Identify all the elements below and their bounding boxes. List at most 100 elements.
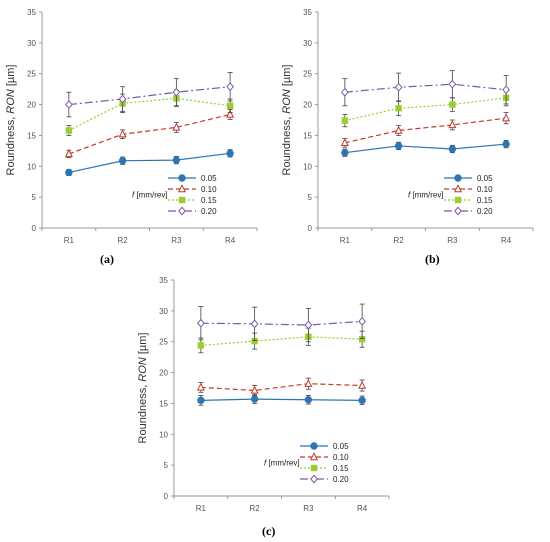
x-tick-label: R4 <box>357 504 368 513</box>
legend-marker <box>177 184 187 193</box>
x-tick-label: R1 <box>340 236 351 245</box>
legend-title-unit: [mm/rev] <box>410 191 443 200</box>
y-axis-label-symbol: RON <box>281 89 293 114</box>
legend-marker <box>310 442 318 450</box>
series-line <box>344 83 507 93</box>
y-axis-label-prefix: Roundness, <box>5 114 17 176</box>
data-point <box>118 157 127 165</box>
y-axis-label-symbol: RON <box>137 357 149 382</box>
legend-marker <box>310 474 318 484</box>
data-point <box>304 320 313 330</box>
legend: 0.05 0.10 0.15 0.20 <box>300 442 349 484</box>
data-point <box>341 117 349 124</box>
y-tick-label: 15 <box>303 131 312 140</box>
legend-label: 0.10 <box>201 185 217 194</box>
series-0.15 <box>341 89 510 128</box>
legend-label: 0.10 <box>333 453 349 462</box>
data-point <box>449 101 456 108</box>
data-point <box>65 127 73 134</box>
data-point <box>304 396 313 404</box>
series-0.05 <box>197 394 366 406</box>
data-point <box>448 120 457 129</box>
series-line <box>344 117 507 144</box>
y-tick-label: 5 <box>164 461 169 470</box>
y-tick-label: 35 <box>303 8 312 17</box>
data-point <box>226 149 234 158</box>
series-line <box>68 86 231 106</box>
legend-title: f [mm/rev] <box>132 191 168 200</box>
y-tick-label: 5 <box>32 193 37 202</box>
data-point <box>502 113 511 122</box>
series-0.10 <box>196 377 367 396</box>
chart-b-caption: (b) <box>425 252 440 266</box>
legend-marker <box>310 464 318 472</box>
x-tick-label: R2 <box>394 236 405 245</box>
data-point <box>340 138 349 147</box>
y-tick-label: 30 <box>159 307 168 316</box>
x-tick-label: R4 <box>501 236 512 245</box>
y-tick-label: 0 <box>308 224 313 233</box>
legend-label: 0.20 <box>333 475 349 484</box>
legend-title-symbol: f <box>264 459 267 468</box>
legend-label: 0.20 <box>201 207 217 216</box>
x-tick-label: R1 <box>196 504 207 513</box>
chart-panel-a: 0 5 10 15 20 25 30 35 R1 R2 R3 R4 Roundness, RON [µm… <box>0 0 270 245</box>
legend-marker <box>454 174 462 182</box>
y-tick-label: 20 <box>27 101 36 110</box>
y-tick-label: 10 <box>303 162 312 171</box>
series-0.20 <box>197 303 366 343</box>
legend-label: 0.15 <box>477 196 493 205</box>
data-point <box>358 316 366 326</box>
chart-b-plot: 0 5 10 15 20 25 30 35 R1 R2 R3 R4 Roundness, RON [µm… <box>281 8 534 245</box>
legend-title-symbol: f <box>132 191 135 200</box>
data-point <box>172 156 181 164</box>
data-point <box>64 149 73 158</box>
series-line <box>68 113 231 155</box>
y-axis-label-unit: [µm] <box>281 65 293 90</box>
legend-label: 0.20 <box>477 207 493 216</box>
data-point <box>65 168 73 177</box>
y-tick-label: 35 <box>159 276 168 285</box>
y-axis-label: Roundness, RON [µm] <box>281 65 293 176</box>
legend-label: 0.05 <box>477 174 493 183</box>
legend-marker <box>178 196 186 204</box>
data-point <box>197 318 205 328</box>
data-point <box>172 87 181 97</box>
y-tick-label: 20 <box>159 369 168 378</box>
series-line <box>344 143 507 154</box>
x-tick-label: R1 <box>64 236 75 245</box>
data-point <box>250 385 259 394</box>
series-line <box>200 320 363 326</box>
legend-label: 0.10 <box>477 185 493 194</box>
data-point <box>118 129 127 138</box>
legend-label: 0.05 <box>201 174 217 183</box>
x-tick-label: R4 <box>225 236 236 245</box>
data-point <box>226 102 234 110</box>
y-tick-label: 30 <box>303 39 312 48</box>
y-tick-label: 30 <box>27 39 36 48</box>
y-tick-label: 25 <box>303 70 312 79</box>
y-axis-label: Roundness, RON [µm] <box>5 65 17 176</box>
legend-marker <box>309 452 319 461</box>
y-tick-label: 25 <box>159 338 168 347</box>
series-0.05 <box>65 149 234 177</box>
series-line <box>200 398 363 401</box>
y-tick-label: 20 <box>303 101 312 110</box>
chart-panel-b: 0 5 10 15 20 25 30 35 R1 R2 R3 R4 Roundness, RON [µm… <box>276 0 546 245</box>
series-line <box>68 97 231 132</box>
y-tick-label: 15 <box>27 131 36 140</box>
series-0.10 <box>64 109 235 159</box>
y-tick-label: 15 <box>159 399 168 408</box>
x-tick-label: R2 <box>250 504 261 513</box>
data-point <box>172 122 181 131</box>
data-point <box>251 337 258 345</box>
chart-a-caption: (a) <box>100 252 114 266</box>
data-point <box>197 396 205 405</box>
data-point <box>395 105 402 112</box>
data-point <box>358 380 367 389</box>
chart-c-caption: (c) <box>262 524 276 538</box>
x-tick-label: R3 <box>171 236 182 245</box>
x-tick-label: R3 <box>447 236 458 245</box>
legend-title-symbol: f <box>408 191 411 200</box>
legend-marker <box>178 206 186 216</box>
